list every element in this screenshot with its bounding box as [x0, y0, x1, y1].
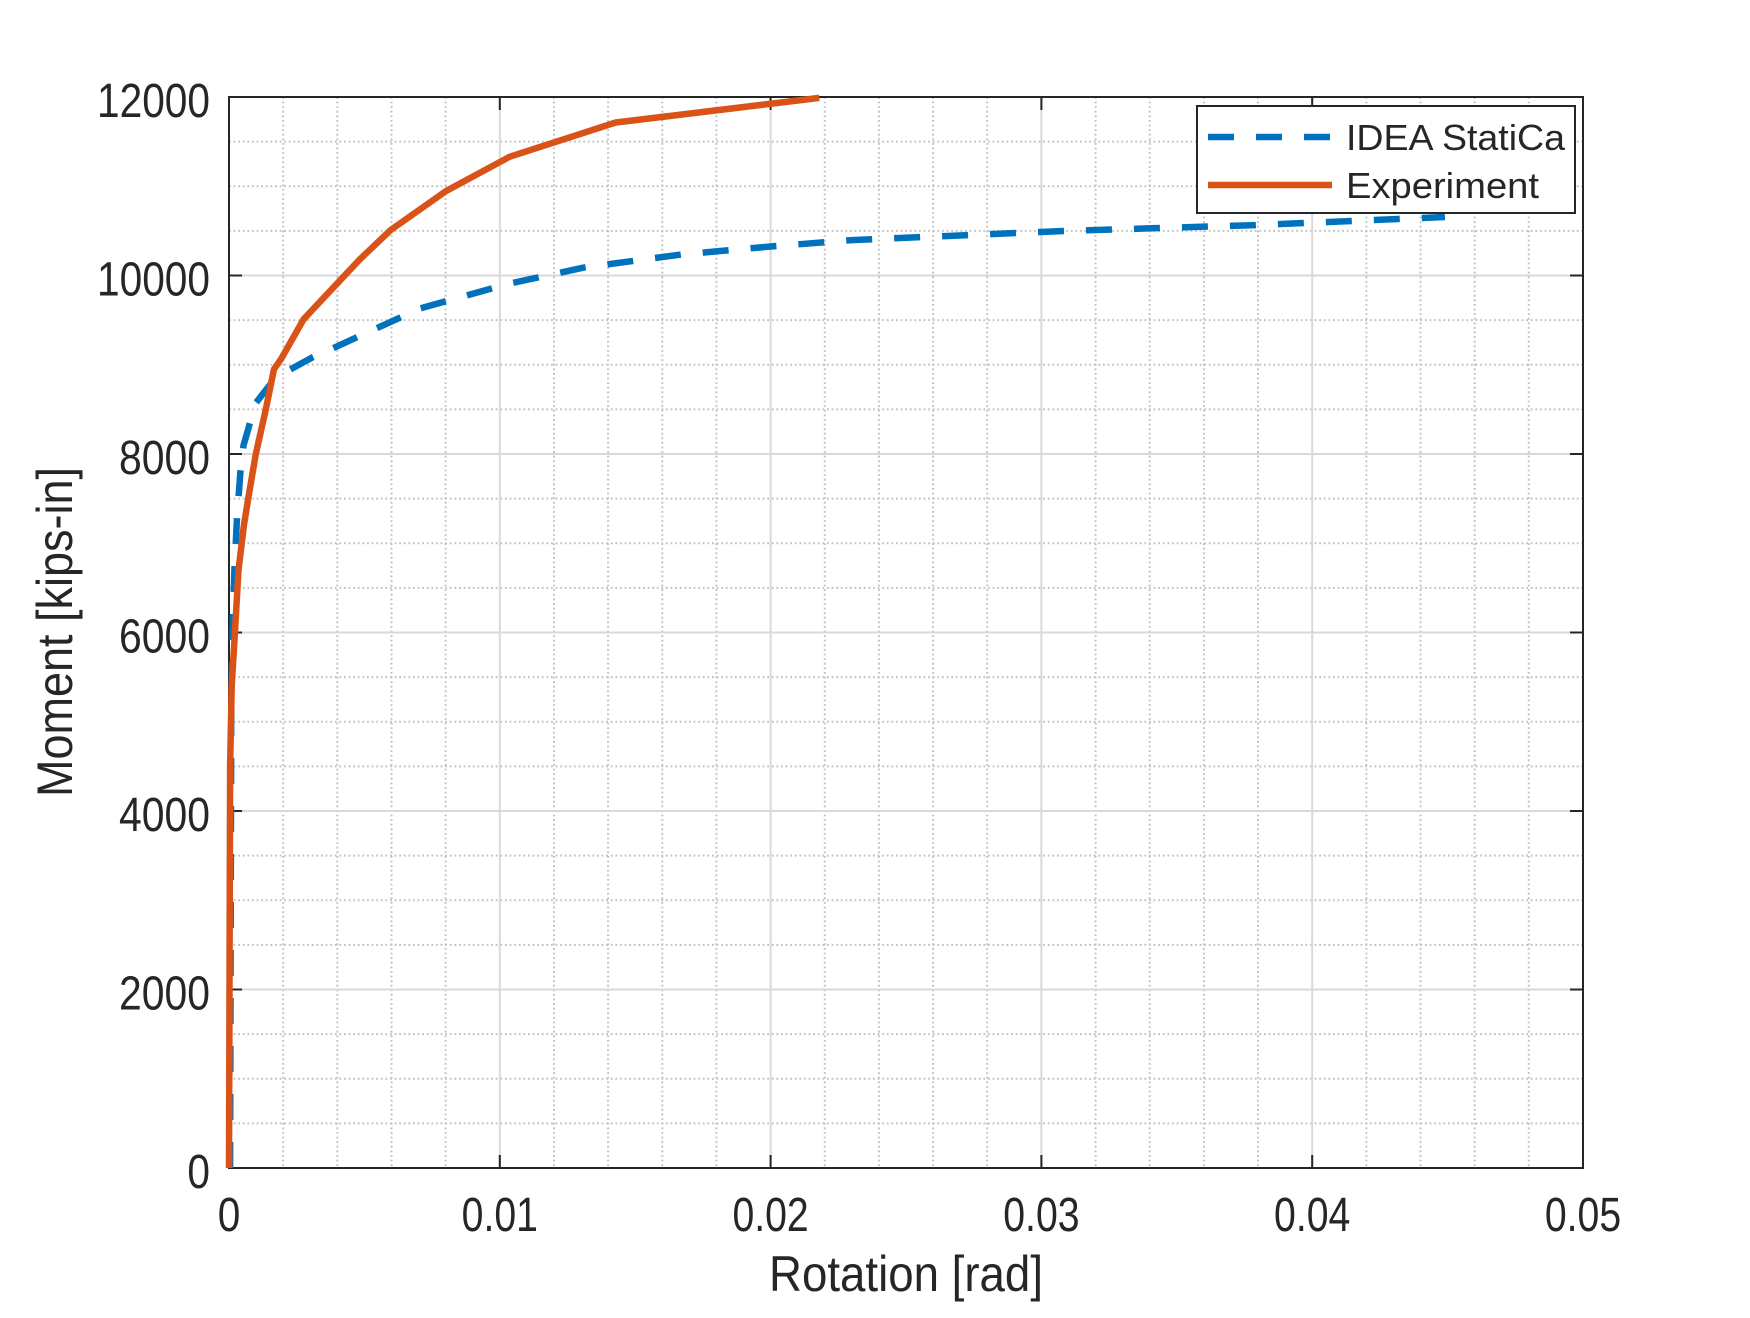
svg-text:IDEA StatiCa: IDEA StatiCa [1346, 117, 1566, 158]
svg-text:0.04: 0.04 [1274, 1189, 1350, 1242]
svg-text:0.05: 0.05 [1545, 1189, 1621, 1242]
svg-text:8000: 8000 [119, 432, 210, 485]
svg-text:0.01: 0.01 [462, 1189, 538, 1242]
svg-text:0.03: 0.03 [1003, 1189, 1079, 1242]
svg-text:2000: 2000 [119, 968, 210, 1021]
svg-text:Experiment: Experiment [1346, 165, 1539, 206]
svg-text:4000: 4000 [119, 789, 210, 842]
svg-text:6000: 6000 [119, 611, 210, 664]
svg-text:0.02: 0.02 [732, 1189, 808, 1242]
svg-text:12000: 12000 [97, 75, 210, 128]
svg-text:0: 0 [187, 1146, 210, 1199]
svg-text:Rotation [rad]: Rotation [rad] [769, 1246, 1043, 1302]
svg-text:10000: 10000 [97, 254, 210, 307]
svg-text:Moment [kips-in]: Moment [kips-in] [27, 467, 83, 797]
svg-text:0: 0 [218, 1189, 241, 1242]
